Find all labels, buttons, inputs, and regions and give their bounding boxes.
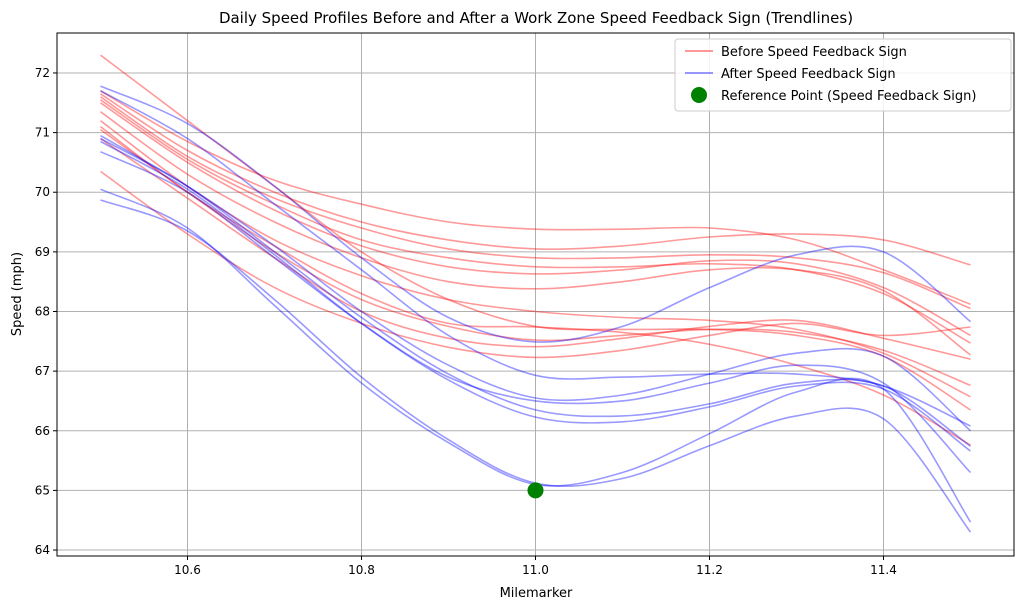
before-trendline	[100, 90, 971, 306]
x-tick-label: 10.8	[348, 563, 375, 577]
before-trendline	[100, 54, 971, 411]
before-trendline	[100, 96, 971, 310]
after-trendline	[100, 90, 971, 427]
x-tick-label: 11.4	[870, 563, 897, 577]
y-tick-label: 71	[35, 126, 50, 140]
y-axis-label: Speed (mph)	[10, 252, 25, 336]
legend-box	[674, 38, 1012, 112]
y-axis-ticks: 64 65 66 67 68 69 70 71 72	[35, 66, 57, 557]
legend-label-after: After Speed Feedback Sign	[721, 67, 896, 82]
y-tick-label: 66	[35, 424, 50, 438]
x-tick-label: 11.0	[522, 563, 549, 577]
y-tick-label: 64	[35, 543, 50, 557]
chart-title: Daily Speed Profiles Before and After a …	[219, 9, 853, 27]
before-trendline	[100, 170, 971, 359]
y-tick-label: 72	[35, 66, 50, 80]
x-axis-ticks: 10.6 10.8 11.0 11.2 11.4	[174, 556, 897, 577]
reference-point-marker	[527, 482, 544, 499]
before-trendline	[100, 120, 971, 398]
after-trendline	[100, 137, 971, 447]
after-trendline	[100, 150, 972, 474]
before-trendline	[100, 111, 971, 356]
before-trendline	[100, 125, 971, 446]
legend-label-reference: Reference Point (Speed Feedback Sign)	[721, 89, 976, 104]
y-tick-label: 69	[35, 245, 50, 259]
y-tick-label: 67	[35, 364, 50, 378]
legend: Before Speed Feedback Sign After Speed F…	[674, 38, 1012, 112]
after-trendline	[100, 140, 971, 452]
after-trendline	[100, 85, 972, 343]
before-trendline	[100, 128, 971, 387]
after-trendline	[100, 134, 972, 432]
legend-label-before: Before Speed Feedback Sign	[721, 45, 907, 60]
before-trendline	[100, 102, 971, 337]
y-tick-label: 65	[35, 483, 50, 497]
before-trendline	[100, 93, 971, 266]
reference-point-layer	[527, 482, 544, 499]
y-tick-label: 68	[35, 304, 50, 318]
x-tick-label: 10.6	[174, 563, 201, 577]
x-tick-label: 11.2	[696, 563, 723, 577]
legend-marker-reference	[691, 87, 707, 103]
before-trendline	[100, 99, 971, 344]
before-trendline	[100, 137, 971, 360]
series-lines	[100, 54, 972, 533]
y-tick-label: 70	[35, 185, 50, 199]
x-axis-label: Milemarker	[500, 586, 573, 601]
